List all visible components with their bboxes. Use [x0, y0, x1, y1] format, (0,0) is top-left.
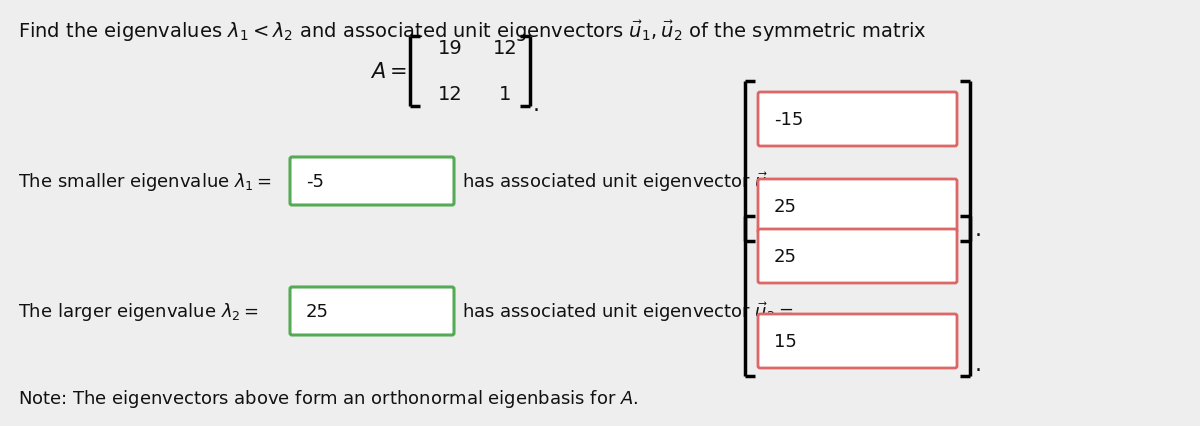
Text: 25: 25 — [774, 198, 797, 216]
Text: The larger eigenvalue $\lambda_2 = $: The larger eigenvalue $\lambda_2 = $ — [18, 300, 259, 322]
Text: has associated unit eigenvector $\vec{u}_1 = $: has associated unit eigenvector $\vec{u}… — [462, 170, 793, 193]
FancyBboxPatch shape — [758, 180, 958, 233]
Text: 1: 1 — [499, 85, 511, 104]
FancyBboxPatch shape — [290, 287, 454, 335]
Text: .: . — [533, 95, 540, 115]
FancyBboxPatch shape — [758, 314, 958, 368]
Text: 12: 12 — [493, 40, 517, 58]
Text: 15: 15 — [774, 332, 797, 350]
Text: 19: 19 — [438, 40, 462, 58]
Text: Find the eigenvalues $\lambda_1 < \lambda_2$ and associated unit eigenvectors $\: Find the eigenvalues $\lambda_1 < \lambd… — [18, 19, 926, 44]
Text: Note: The eigenvectors above form an orthonormal eigenbasis for $A$.: Note: The eigenvectors above form an ort… — [18, 387, 638, 409]
Text: The smaller eigenvalue $\lambda_1 = $: The smaller eigenvalue $\lambda_1 = $ — [18, 170, 272, 193]
Text: -5: -5 — [306, 173, 324, 190]
Text: 12: 12 — [438, 85, 462, 104]
Text: 25: 25 — [306, 302, 329, 320]
FancyBboxPatch shape — [758, 93, 958, 147]
Text: 25: 25 — [774, 248, 797, 265]
FancyBboxPatch shape — [758, 230, 958, 283]
Text: .: . — [974, 354, 982, 374]
Text: -15: -15 — [774, 111, 803, 129]
Text: $A = $: $A = $ — [370, 62, 407, 82]
Text: .: . — [974, 219, 982, 239]
FancyBboxPatch shape — [290, 158, 454, 205]
Text: has associated unit eigenvector $\vec{u}_2 = $: has associated unit eigenvector $\vec{u}… — [462, 299, 793, 323]
